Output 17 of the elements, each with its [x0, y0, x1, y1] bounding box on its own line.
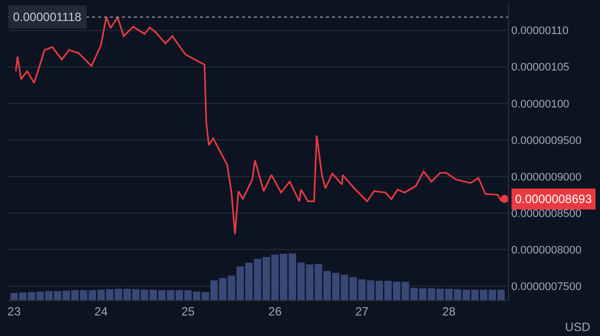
- ref-line-label: 0.000001118: [13, 10, 82, 24]
- x-tick-label: 27: [355, 304, 369, 318]
- x-tick-label: 26: [268, 304, 282, 318]
- x-tick-label: 25: [181, 304, 195, 318]
- y-axis-title: USD: [565, 320, 591, 334]
- y-tick-label: 0.00000105: [511, 62, 570, 74]
- y-tick-label: 0.0000008000: [511, 244, 582, 256]
- y-tick-label: 0.0000009500: [511, 134, 582, 147]
- x-tick-label: 24: [94, 304, 108, 318]
- y-tick-label: 0.0000008500: [511, 208, 582, 220]
- y-tick-label: 0.00000100: [511, 98, 570, 110]
- y-tick-label: 0.0000007500: [511, 280, 582, 293]
- y-tick-label: 0.00000110: [511, 25, 569, 38]
- x-tick-label: 28: [442, 304, 456, 318]
- y-tick-label: 0.0000009000: [511, 171, 582, 184]
- annotation: 0.0000008693: [515, 192, 592, 206]
- x-tick-label: 23: [7, 304, 22, 318]
